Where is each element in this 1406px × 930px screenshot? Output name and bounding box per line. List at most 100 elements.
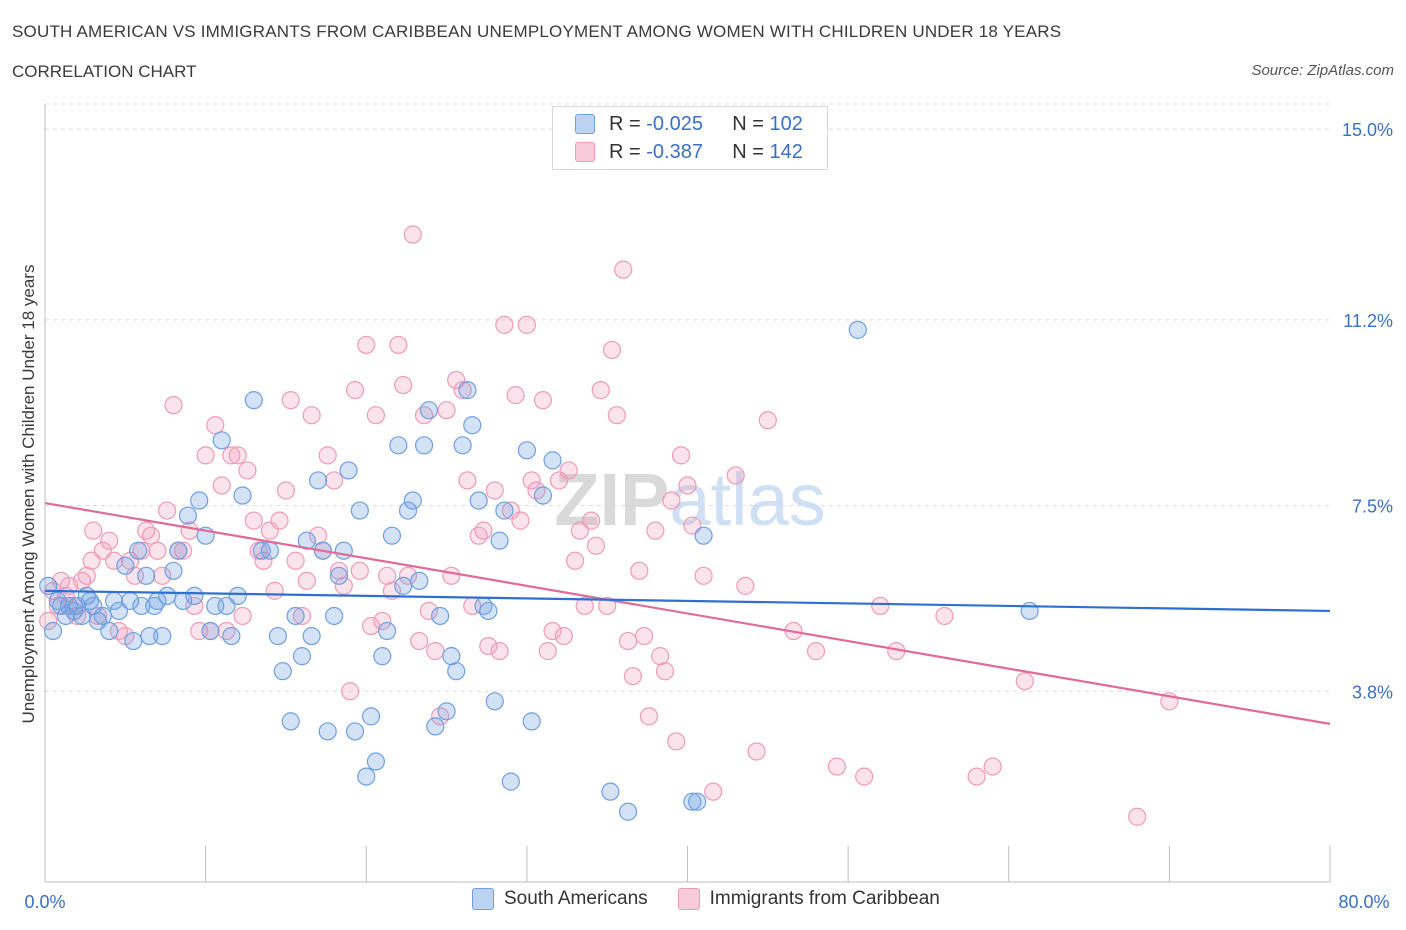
caribbean-point (726, 466, 745, 485)
south-american-point (426, 717, 445, 736)
legend-swatch-blue (472, 888, 494, 910)
caribbean-point (334, 576, 353, 595)
caribbean-point (747, 742, 766, 761)
caribbean-point (983, 757, 1002, 776)
caribbean-point (77, 566, 96, 585)
south-american-point (389, 436, 408, 455)
chart-title: SOUTH AMERICAN VS IMMIGRANTS FROM CARIBB… (12, 22, 1062, 41)
caribbean-point (453, 381, 472, 400)
south-american-point (292, 647, 312, 666)
caribbean-point (543, 621, 562, 641)
caribbean-point (222, 446, 241, 465)
south-american-point (543, 451, 562, 470)
caribbean-point (458, 471, 477, 490)
caribbean-point (469, 526, 488, 545)
caribbean-point (180, 521, 199, 540)
caribbean-point (827, 757, 846, 776)
caribbean-point (233, 606, 252, 626)
south-american-point (601, 782, 620, 801)
south-american-point (329, 566, 349, 585)
legend-r-label: R = (609, 140, 641, 163)
caribbean-point (538, 642, 557, 661)
south-american-point (137, 566, 156, 585)
south-american-point (190, 491, 209, 510)
legend-item-south-americans: South Americans (472, 888, 648, 910)
chart-subtitle: CORRELATION CHART (12, 62, 197, 81)
caribbean-point (148, 541, 167, 560)
tick-labels: 3.8% 7.5% 11.2% 15.0% 0.0% 80.0% (24, 120, 1393, 912)
caribbean-point (357, 335, 376, 355)
caribbean-point (350, 561, 369, 580)
caribbean-point (302, 406, 321, 425)
caribbean-point (281, 391, 300, 410)
caribbean-point (967, 767, 986, 786)
caribbean-point (276, 481, 296, 500)
caribbean-point (506, 386, 525, 405)
caribbean-point (157, 501, 177, 520)
south-american-point (463, 416, 482, 435)
y-tick-label: 11.2% (1343, 311, 1393, 331)
caribbean-point (586, 536, 606, 555)
legend-label-caribbean: Immigrants from Caribbean (709, 888, 940, 909)
south-american-point (378, 621, 397, 641)
caribbean-point (667, 732, 686, 751)
south-american-point (273, 662, 292, 681)
south-american-point (357, 767, 376, 786)
south-american-point (260, 541, 279, 560)
caribbean-point (855, 767, 874, 786)
south-american-point (394, 576, 413, 595)
caribbean-point (426, 642, 445, 661)
south-american-point (178, 506, 198, 525)
south-american-point (403, 491, 422, 510)
legend-r-label: R = (609, 112, 641, 135)
caribbean-point (217, 621, 236, 641)
caribbean-point (437, 401, 456, 420)
south-american-point (479, 601, 498, 621)
x-tick-label: 80.0% (1338, 892, 1389, 912)
caribbean-point (598, 596, 617, 616)
south-american-point (414, 436, 434, 455)
caribbean-point (1015, 672, 1034, 691)
caribbean-point (602, 340, 622, 360)
caribbean-trend-line (44, 501, 1331, 725)
caribbean-point (325, 471, 344, 490)
caribbean-point (196, 446, 215, 465)
south-american-point (419, 401, 438, 420)
caribbean-point (373, 611, 392, 631)
south-american-point (325, 606, 344, 626)
caribbean-point (630, 561, 649, 580)
south-american-point (431, 606, 450, 626)
trend-lines (44, 501, 1331, 725)
south-american-point (140, 626, 159, 646)
caribbean-point (671, 446, 691, 465)
caribbean-point (403, 225, 422, 244)
legend-row-caribbean: R = -0.387 N = 142 (575, 140, 803, 164)
south-american-point (382, 526, 402, 545)
south-american-point (522, 712, 541, 731)
south-american-point (48, 591, 67, 611)
south-american-point (469, 491, 488, 510)
caribbean-point (141, 526, 161, 545)
caribbean-point (694, 566, 713, 585)
caribbean-point (758, 411, 777, 430)
caribbean-point (88, 606, 108, 626)
caribbean-point (517, 315, 536, 334)
caribbean-point (270, 511, 289, 530)
south-american-point (153, 626, 172, 646)
south-american-point (297, 531, 316, 550)
caribbean-point (318, 446, 337, 465)
south-american-point (442, 647, 461, 666)
watermark: ZIPatlas (554, 458, 825, 541)
caribbean-point (485, 481, 504, 500)
legend-swatch-pink (575, 142, 595, 162)
legend-n-label: N = (732, 112, 764, 135)
legend-r-value: -0.387 (646, 140, 703, 163)
south-american-point (268, 626, 288, 646)
south-american-point (688, 792, 707, 811)
south-american-point (318, 722, 337, 741)
south-american-point (410, 571, 429, 590)
y-axis-label: Unemployment Among Women with Children U… (19, 265, 38, 724)
caribbean-point (575, 596, 594, 616)
south-american-point (244, 391, 263, 410)
caribbean-point (153, 566, 172, 585)
